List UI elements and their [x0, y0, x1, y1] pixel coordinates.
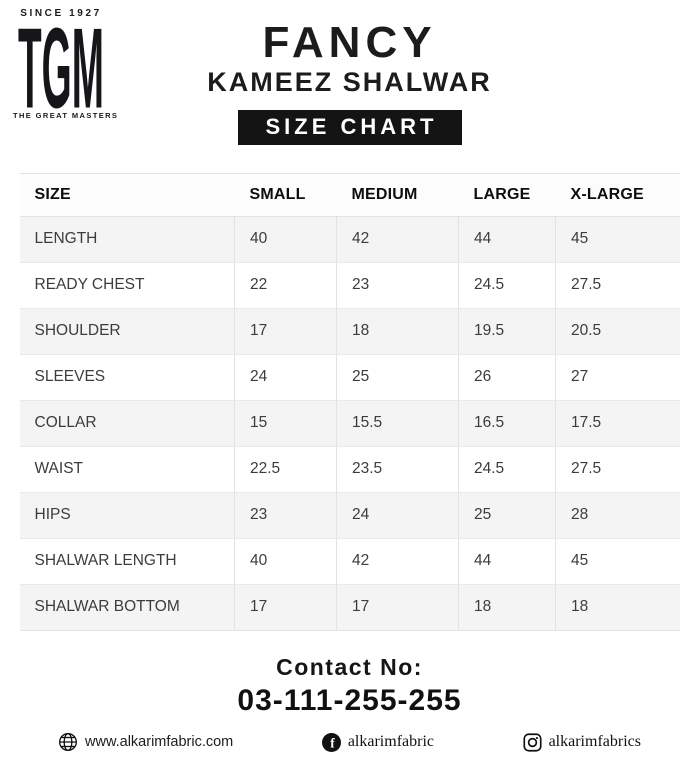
cell-value: 28 [555, 492, 680, 539]
cell-value: 45 [555, 216, 680, 263]
logo-tagline-text: THE GREAT MASTERS [13, 111, 119, 120]
title-block: FANCY KAMEEZ SHALWAR SIZE CHART [0, 0, 699, 145]
table-row: LENGTH 40 42 44 45 [19, 216, 680, 263]
cell-value: 24 [234, 354, 337, 401]
table-row: COLLAR 15 15.5 16.5 17.5 [19, 400, 680, 447]
cell-value: 25 [336, 354, 459, 401]
cell-value: 20.5 [555, 308, 680, 355]
column-header-large: LARGE [458, 172, 556, 217]
footer-facebook: f alkarimfabric [321, 732, 434, 752]
cell-value: 44 [458, 538, 556, 585]
table-row: READY CHEST 22 23 24.5 27.5 [19, 262, 680, 309]
table-row: SHALWAR BOTTOM 17 17 18 18 [19, 584, 680, 631]
cell-value: 17 [234, 308, 337, 355]
facebook-handle: alkarimfabric [347, 733, 434, 750]
row-label: WAIST [19, 446, 235, 493]
cell-value: 23.5 [336, 446, 459, 493]
page-title: FANCY [262, 18, 437, 67]
cell-value: 27.5 [555, 262, 680, 309]
table-row: SLEEVES 24 25 26 27 [19, 354, 680, 401]
contact-label: Contact No: [276, 653, 423, 680]
cell-value: 18 [458, 584, 556, 631]
column-header-medium: MEDIUM [336, 172, 459, 217]
cell-value: 17 [336, 584, 459, 631]
row-label: READY CHEST [19, 262, 235, 309]
row-label: SHALWAR BOTTOM [19, 584, 235, 631]
cell-value: 19.5 [458, 308, 556, 355]
table-header-row: SIZE SMALL MEDIUM LARGE X-LARGE [19, 172, 680, 217]
cell-value: 18 [336, 308, 459, 355]
cell-value: 23 [336, 262, 459, 309]
row-label: HIPS [19, 492, 235, 539]
column-header-xlarge: X-LARGE [555, 172, 680, 217]
facebook-icon: f [321, 732, 341, 752]
cell-value: 44 [458, 216, 556, 263]
cell-value: 42 [336, 538, 459, 585]
cell-value: 27 [555, 354, 680, 401]
cell-value: 27.5 [555, 446, 680, 493]
page-subtitle: KAMEEZ SHALWAR [207, 67, 492, 98]
table-row: HIPS 23 24 25 28 [19, 492, 680, 539]
cell-value: 23 [234, 492, 337, 539]
cell-value: 26 [458, 354, 556, 401]
website-label: www.alkarimfabric.com [85, 734, 234, 750]
row-label: SHOULDER [19, 308, 235, 355]
size-chart-table: SIZE SMALL MEDIUM LARGE X-LARGE LENGTH 4… [19, 172, 680, 631]
cell-value: 45 [555, 538, 680, 585]
logo-since-text: SINCE 1927 [20, 8, 102, 19]
globe-icon [58, 732, 78, 752]
cell-value: 42 [336, 216, 459, 263]
cell-value: 40 [234, 538, 337, 585]
instagram-icon [523, 732, 542, 752]
row-label: LENGTH [19, 216, 235, 263]
footer: www.alkarimfabric.com f alkarimfabric al… [0, 732, 699, 752]
row-label: SLEEVES [19, 354, 235, 401]
cell-value: 25 [458, 492, 556, 539]
row-label: SHALWAR LENGTH [19, 538, 235, 585]
footer-instagram: alkarimfabrics [523, 732, 641, 752]
cell-value: 18 [555, 584, 680, 631]
cell-value: 24.5 [458, 446, 556, 493]
cell-value: 22.5 [234, 446, 337, 493]
cell-value: 17 [234, 584, 337, 631]
column-header-size: SIZE [19, 172, 235, 217]
table-row: WAIST 22.5 23.5 24.5 27.5 [19, 446, 680, 493]
size-chart-badge: SIZE CHART [237, 109, 462, 145]
cell-value: 22 [234, 262, 337, 309]
table-row: SHOULDER 17 18 19.5 20.5 [19, 308, 680, 355]
logo-initials: TGM [18, 20, 104, 110]
cell-value: 24.5 [458, 262, 556, 309]
contact-section: Contact No: 03-111-255-255 [0, 654, 699, 718]
cell-value: 15.5 [336, 400, 459, 447]
instagram-handle: alkarimfabrics [548, 733, 641, 750]
cell-value: 16.5 [458, 400, 556, 447]
column-header-small: SMALL [234, 172, 337, 217]
tgm-logo-wordmark: TGM [18, 20, 104, 110]
table-row: SHALWAR LENGTH 40 42 44 45 [19, 538, 680, 585]
cell-value: 40 [234, 216, 337, 263]
cell-value: 24 [336, 492, 459, 539]
row-label: COLLAR [19, 400, 235, 447]
cell-value: 15 [234, 400, 337, 447]
facebook-f-glyph: f [330, 735, 335, 750]
footer-website: www.alkarimfabric.com [58, 732, 233, 752]
cell-value: 17.5 [555, 400, 680, 447]
contact-number: 03-111-255-255 [237, 683, 462, 717]
brand-logo: SINCE 1927 TGM THE GREAT MASTERS [13, 8, 119, 120]
